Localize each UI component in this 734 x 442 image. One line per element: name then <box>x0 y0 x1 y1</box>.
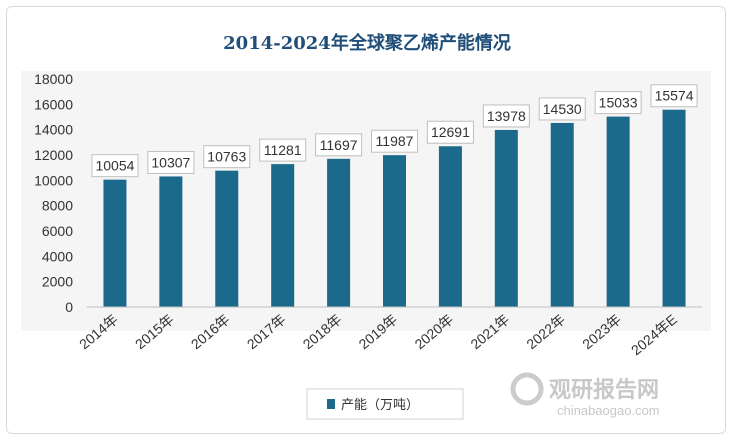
data-label-box <box>371 129 418 153</box>
data-labels-group: 10054 10307 10763 11281 11697 11987 12691 13978… <box>91 84 698 178</box>
chart-title: 2014-2024年全球聚乙烯产能情况 <box>223 32 511 54</box>
chart-frame: 2014-2024年全球聚乙烯产能情况 0 2000 4000 6000 8000 100… <box>6 6 726 434</box>
legend-swatch <box>327 399 335 409</box>
data-label: 14530 <box>543 101 582 117</box>
watermark-subtext: chinabaogao.com <box>557 403 660 418</box>
data-label-box <box>538 97 586 121</box>
data-label-box <box>259 138 307 162</box>
y-tick-label: 2000 <box>42 274 73 290</box>
y-tick-label: 6000 <box>42 223 73 239</box>
data-label: 12691 <box>431 124 470 140</box>
bar-chart: 2014-2024年全球聚乙烯产能情况 0 2000 4000 6000 8000 100… <box>21 32 711 420</box>
bar <box>550 122 574 307</box>
bar <box>606 116 630 307</box>
y-tick-label: 10000 <box>34 172 73 188</box>
data-label-box <box>91 154 139 178</box>
bar <box>438 146 462 307</box>
legend: 产能（万吨） <box>306 388 464 420</box>
data-label: 15033 <box>599 95 638 111</box>
data-label: 10054 <box>95 158 134 174</box>
data-label: 10763 <box>207 149 246 165</box>
y-tick-label: 14000 <box>34 122 73 138</box>
legend-label: 产能（万吨） <box>341 398 419 413</box>
bar <box>271 164 295 307</box>
data-label-box <box>594 91 642 115</box>
bar <box>215 170 239 307</box>
y-tick-label: 18000 <box>34 71 73 87</box>
y-tick-label: 12000 <box>34 147 73 163</box>
watermark-text: 观研报告网 <box>549 378 659 403</box>
data-label-box <box>426 120 474 144</box>
data-label-box <box>315 133 363 157</box>
bar <box>103 179 127 307</box>
y-tick-label: 0 <box>65 299 73 315</box>
watermark-logo-icon <box>510 372 544 406</box>
bar <box>327 158 351 307</box>
data-label-box <box>203 145 251 169</box>
y-axis: 0 2000 4000 6000 8000 10000 12000 14000 16000 180… <box>34 71 73 315</box>
y-tick-label: 4000 <box>42 248 73 264</box>
data-label: 15574 <box>655 88 694 104</box>
data-label-box <box>482 104 530 128</box>
data-label: 11987 <box>376 133 414 149</box>
data-label: 11281 <box>264 142 302 158</box>
y-tick-label: 8000 <box>42 198 73 214</box>
bar <box>159 176 183 307</box>
bars-group <box>103 109 686 307</box>
bar <box>383 155 406 307</box>
y-tick-label: 16000 <box>34 96 73 112</box>
data-label-box <box>650 84 698 108</box>
bar <box>494 129 518 307</box>
plot-background <box>21 71 711 331</box>
data-label-box <box>147 150 195 174</box>
data-label: 10307 <box>151 154 190 170</box>
data-label: 13978 <box>487 108 526 124</box>
bar <box>662 109 686 307</box>
watermark: 观研报告网 chinabaogao.com <box>510 372 660 418</box>
data-label: 11697 <box>320 137 358 153</box>
